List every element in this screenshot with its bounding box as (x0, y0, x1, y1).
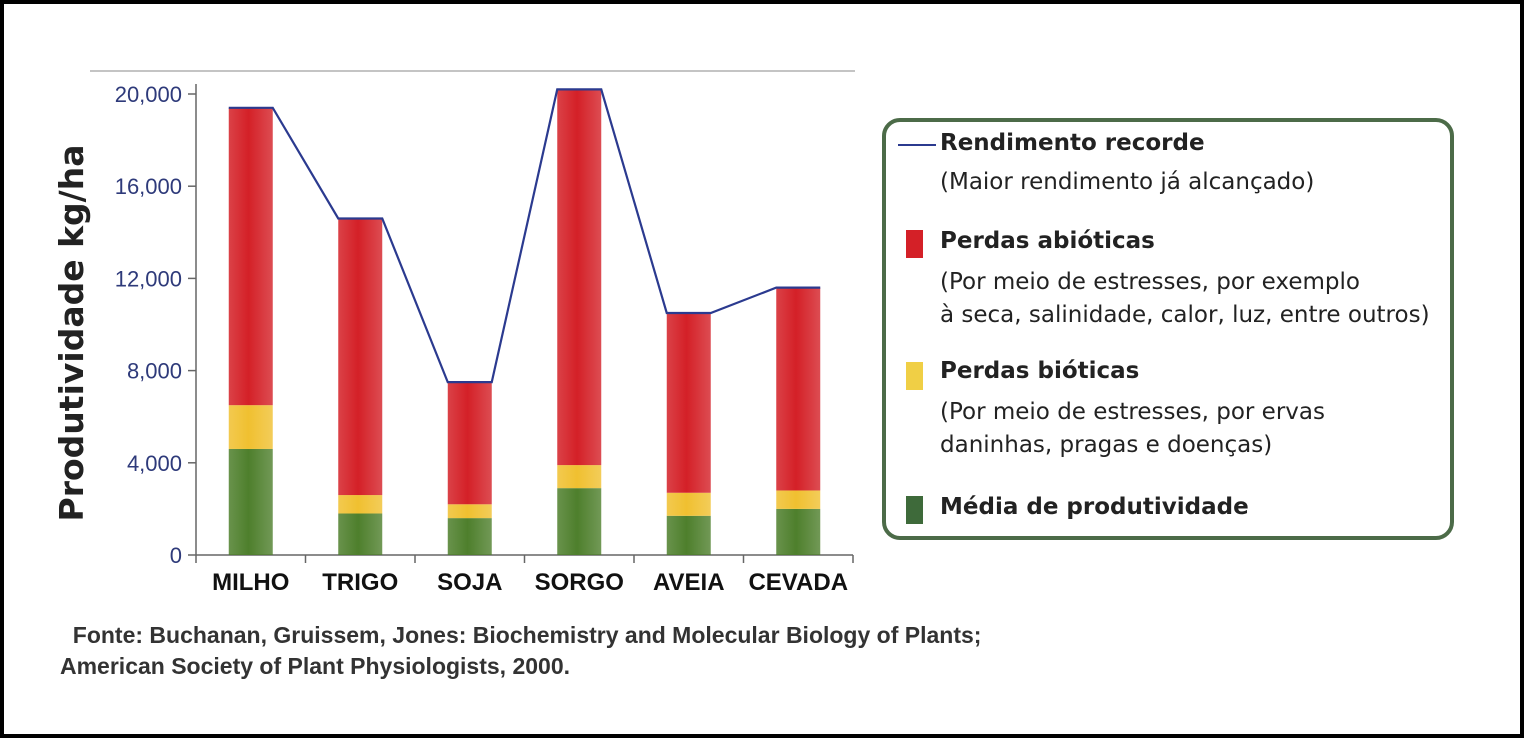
y-axis-title: Produtividade kg/ha (52, 145, 91, 522)
bar-segment-trigo-abiotic (338, 218, 383, 496)
y-tick-label: 12,000 (115, 266, 182, 291)
bar-segment-cevada-biotic (776, 490, 821, 509)
legend-biotic-desc: (Por meio de estresses, por ervas daninh… (940, 399, 1325, 458)
legend-abiotic-title: Perdas abióticas (940, 228, 1155, 254)
bar-segment-sorgo-average (557, 488, 602, 555)
bar-segment-cevada-average (776, 508, 821, 555)
chart-bars (228, 89, 821, 555)
legend-average-title: Média de produtividade (940, 494, 1249, 520)
bar-segment-aveia-average (666, 515, 711, 555)
bar-segment-milho-abiotic (228, 107, 273, 406)
record-yield-line (228, 88, 821, 384)
bar-segment-milho-biotic (228, 405, 273, 449)
y-tick-label: 4,000 (127, 451, 182, 476)
y-tick-label: 0 (170, 543, 182, 568)
x-tick-label: SOJA (437, 569, 502, 596)
x-tick-label: TRIGO (322, 569, 398, 596)
y-tick-label: 16,000 (115, 174, 182, 199)
source-line-2: American Society of Plant Physiologists,… (60, 653, 571, 679)
record-line-group (228, 88, 821, 384)
legend: Rendimento recorde (Maior rendimento já … (882, 118, 1454, 540)
source-citation: Fonte: Buchanan, Gruissem, Jones: Bioche… (60, 620, 981, 682)
x-tick-label: MILHO (212, 569, 289, 596)
legend-record-line (898, 144, 936, 146)
legend-record-desc: (Maior rendimento já alcançado) (940, 169, 1315, 195)
bar-segment-trigo-average (338, 513, 383, 555)
bar-segment-soja-average (447, 518, 492, 555)
bar-segment-trigo-biotic (338, 495, 383, 514)
bar-segment-cevada-abiotic (776, 287, 821, 491)
legend-biotic-title: Perdas bióticas (940, 358, 1140, 384)
bar-segment-soja-abiotic (447, 382, 492, 505)
y-tick-label: 20,000 (115, 82, 182, 107)
bar-segment-aveia-abiotic (666, 312, 711, 493)
legend-abiotic-swatch (906, 230, 923, 258)
legend-biotic-swatch (906, 362, 923, 390)
source-line-1: Fonte: Buchanan, Gruissem, Jones: Bioche… (60, 622, 982, 648)
bar-segment-sorgo-biotic (557, 465, 602, 489)
bar-segment-soja-biotic (447, 504, 492, 519)
chart-axes (90, 70, 855, 563)
legend-abiotic-desc: (Por meio de estresses, por exemplo à se… (940, 269, 1430, 328)
x-tick-label: SORGO (535, 569, 624, 596)
chart-labels: 0 4,000 8,000 12,000 16,000 20,000 MILHO TRIGO S… (115, 82, 848, 596)
bar-segment-sorgo-abiotic (557, 89, 602, 466)
legend-record-title: Rendimento recorde (940, 130, 1205, 156)
y-tick-label: 8,000 (127, 359, 182, 384)
x-tick-label: AVEIA (653, 569, 725, 596)
x-tick-label: CEVADA (748, 569, 848, 596)
bar-segment-milho-average (228, 448, 273, 555)
bar-segment-aveia-biotic (666, 492, 711, 516)
legend-average-swatch (906, 496, 923, 524)
